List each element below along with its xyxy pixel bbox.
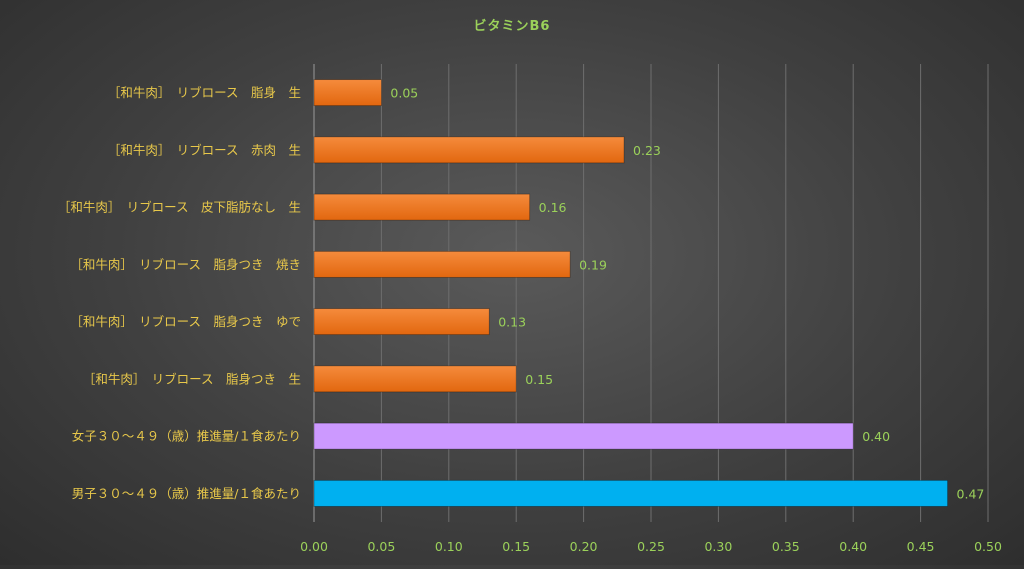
- category-label: ［和牛肉］ リブロース 脂身 生: [108, 85, 301, 100]
- bar: [313, 79, 382, 107]
- x-tick-label: 0.50: [974, 539, 1002, 554]
- data-label: 0.47: [957, 486, 985, 501]
- bar: [313, 136, 625, 164]
- bar: [313, 365, 517, 393]
- category-label: ［和牛肉］ リブロース 皮下脂肪なし 生: [58, 200, 301, 215]
- data-label: 0.40: [862, 429, 890, 444]
- bar: [313, 308, 490, 336]
- data-label: 0.15: [525, 372, 553, 387]
- category-label: ［和牛肉］ リブロース 赤肉 生: [108, 142, 301, 157]
- x-tick-label: 0.35: [772, 539, 800, 554]
- x-tick-label: 0.30: [704, 539, 732, 554]
- bar: [313, 250, 571, 278]
- bar: [313, 422, 854, 450]
- x-tick-label: 0.45: [907, 539, 935, 554]
- bar: [313, 479, 948, 507]
- category-label: ［和牛肉］ リブロース 脂身つき 生: [83, 371, 301, 386]
- grid-layer: [313, 64, 989, 522]
- x-tick-label: 0.00: [300, 539, 328, 554]
- category-label: ［和牛肉］ リブロース 脂身つき ゆで: [70, 314, 301, 329]
- data-label: 0.16: [539, 200, 567, 215]
- category-label: ［和牛肉］ リブロース 脂身つき 焼き: [70, 257, 301, 272]
- data-label: 0.23: [633, 143, 661, 158]
- data-label: 0.05: [390, 86, 418, 101]
- x-tick-label: 0.25: [637, 539, 665, 554]
- x-tick-label: 0.10: [435, 539, 463, 554]
- category-label: 女子３０～４９（歳）推進量/１食あたり: [72, 429, 301, 444]
- x-tick-label: 0.40: [839, 539, 867, 554]
- x-tick-label: 0.20: [570, 539, 598, 554]
- x-tick-label: 0.15: [502, 539, 530, 554]
- chart-title: ビタミンB6: [474, 18, 551, 34]
- x-tick-label: 0.05: [367, 539, 395, 554]
- bar-layer: [313, 79, 948, 507]
- bar: [313, 193, 531, 221]
- label-layer: 0.00 0.05 0.10 0.15 0.20 0.25 0.30 0.35 0.40 0.45…: [58, 85, 1002, 554]
- data-label: 0.19: [579, 257, 607, 272]
- category-label: 男子３０～４９（歳）推進量/１食あたり: [72, 486, 301, 501]
- data-label: 0.13: [498, 315, 526, 330]
